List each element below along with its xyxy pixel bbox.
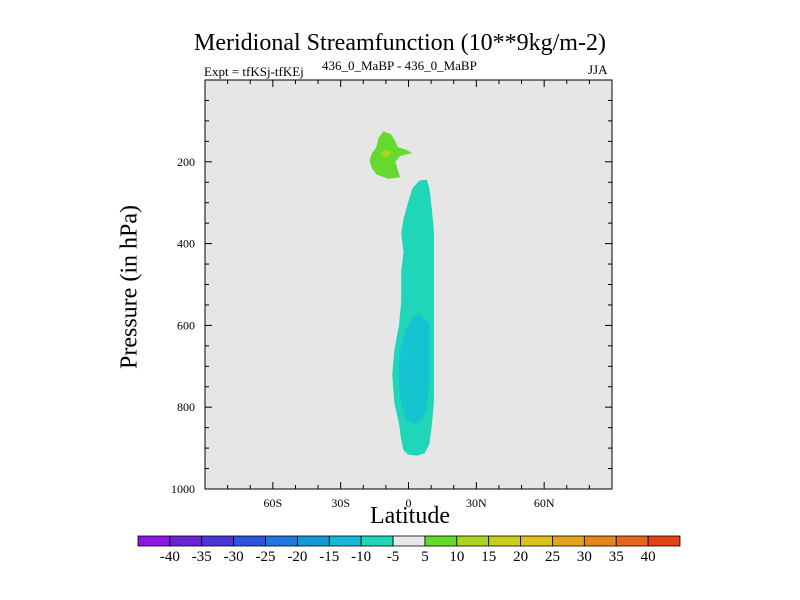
colorbar-swatch xyxy=(552,535,585,547)
colorbar-swatch xyxy=(488,535,521,547)
colorbar-label: -15 xyxy=(319,549,339,565)
colorbar-swatch xyxy=(424,535,458,547)
colorbar-swatch xyxy=(360,535,394,547)
colorbar-label: -35 xyxy=(192,549,212,565)
colorbar-swatch xyxy=(456,535,490,547)
x-tick-label: 30S xyxy=(331,496,350,510)
colorbar-label: -30 xyxy=(224,549,244,565)
colorbar-label: 25 xyxy=(545,549,560,565)
contour-region-3 xyxy=(399,314,430,425)
colorbar-label: 40 xyxy=(641,549,656,565)
colorbar-swatch xyxy=(233,535,266,547)
colorbar-swatch xyxy=(647,535,681,547)
colorbar-label: -40 xyxy=(160,549,180,565)
x-axis-label: Latitude xyxy=(370,503,450,529)
x-tick-label: 60N xyxy=(534,496,555,510)
y-tick-label: 600 xyxy=(177,318,195,332)
case-label: 436_0_MaBP - 436_0_MaBP xyxy=(322,58,477,73)
colorbar-swatch xyxy=(392,535,426,547)
colorbar-swatch xyxy=(137,535,171,547)
colorbar-label: 5 xyxy=(421,549,429,565)
colorbar-label: -25 xyxy=(256,549,276,565)
season-label: JJA xyxy=(588,62,608,77)
colorbar-swatch xyxy=(297,535,330,547)
y-tick-label: 200 xyxy=(177,155,195,169)
colorbar-swatch xyxy=(520,535,553,547)
x-tick-label: 30N xyxy=(466,496,487,510)
colorbar-label: 20 xyxy=(513,549,528,565)
colorbar-label: -10 xyxy=(351,549,371,565)
colorbar-swatch xyxy=(615,535,649,547)
colorbar-label: -5 xyxy=(387,549,400,565)
colorbar-label: 35 xyxy=(609,549,624,565)
colorbar-label: 30 xyxy=(577,549,592,565)
colorbar-swatch xyxy=(201,535,235,547)
colorbar-swatch xyxy=(169,535,203,547)
y-tick-label: 1000 xyxy=(171,482,195,496)
x-tick-label: 60S xyxy=(263,496,282,510)
colorbar-label: 15 xyxy=(481,549,496,565)
colorbar-label: -20 xyxy=(287,549,307,565)
y-tick-label: 400 xyxy=(177,237,195,251)
experiment-label: Expt = tfKSj-tfKEj xyxy=(204,64,304,79)
x-tick-label: 0 xyxy=(406,496,412,510)
contour-region-1 xyxy=(380,149,391,158)
colorbar-swatch xyxy=(328,535,362,547)
colorbar-swatch xyxy=(265,535,298,547)
colorbar-label: 10 xyxy=(449,549,464,565)
chart-title: Meridional Streamfunction (10**9kg/m-2) xyxy=(194,30,606,56)
colorbar-swatch xyxy=(583,535,617,547)
y-tick-label: 800 xyxy=(177,400,195,414)
